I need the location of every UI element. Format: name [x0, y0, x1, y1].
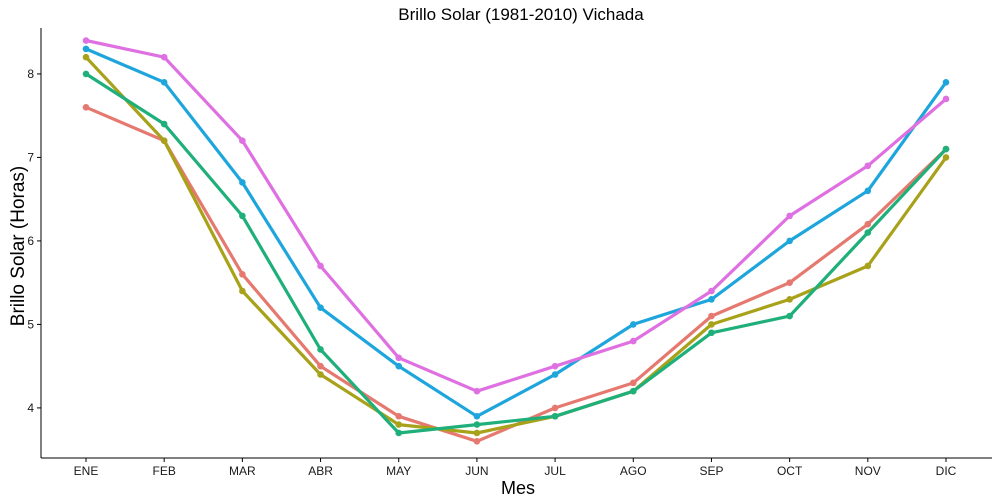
data-point: [942, 95, 950, 103]
data-point: [942, 154, 950, 161]
series-5: [82, 37, 950, 395]
data-point: [395, 412, 403, 420]
data-point: [786, 237, 793, 245]
data-point: [317, 304, 324, 312]
data-point: [239, 212, 246, 220]
x-tick-label: ABR: [308, 464, 333, 478]
data-point: [786, 212, 793, 220]
data-point: [239, 287, 246, 295]
series-line: [84, 72, 948, 435]
data-point: [629, 321, 637, 328]
y-tick-label: 4: [27, 401, 34, 415]
data-point: [239, 179, 246, 186]
data-point: [239, 137, 246, 145]
series-layer: [82, 37, 950, 445]
data-point: [82, 37, 90, 44]
data-point: [82, 104, 90, 111]
data-point: [864, 220, 872, 228]
x-axis-title: Mes: [501, 478, 535, 498]
x-tick-label: FEB: [153, 464, 176, 478]
x-tick-label: OCT: [777, 464, 803, 478]
data-point: [786, 312, 793, 320]
data-point: [317, 371, 324, 378]
x-tick-label: DIC: [936, 464, 957, 478]
data-point: [473, 438, 481, 445]
data-point: [317, 362, 324, 370]
data-point: [864, 262, 872, 270]
data-point: [239, 271, 246, 278]
data-point: [864, 229, 872, 236]
data-point: [864, 187, 872, 195]
data-point: [551, 362, 559, 370]
series-line: [84, 105, 948, 443]
data-point: [82, 45, 90, 53]
y-axis-ticks: 4 5 6 7 8: [27, 67, 41, 415]
data-point: [708, 287, 715, 295]
data-point: [317, 262, 324, 270]
data-point: [473, 429, 481, 437]
data-point: [708, 321, 715, 328]
series-line: [84, 38, 948, 393]
x-tick-label: MAR: [229, 464, 256, 478]
series-1: [82, 104, 950, 445]
y-tick-label: 7: [27, 150, 34, 164]
data-point: [395, 362, 403, 370]
data-point: [82, 70, 90, 78]
series-line: [84, 47, 948, 418]
data-point: [82, 53, 90, 61]
series-line: [84, 55, 948, 435]
data-point: [551, 412, 559, 420]
data-point: [708, 329, 715, 337]
series-3: [82, 70, 950, 437]
data-point: [942, 78, 950, 86]
data-point: [317, 346, 324, 353]
data-point: [551, 371, 559, 378]
data-point: [786, 279, 793, 286]
data-point: [551, 404, 559, 412]
data-point: [629, 387, 637, 395]
series-2: [82, 53, 950, 437]
data-point: [786, 296, 793, 303]
data-point: [160, 120, 168, 128]
data-point: [864, 162, 872, 170]
data-point: [395, 429, 403, 437]
y-tick-label: 5: [27, 317, 34, 331]
y-axis-title-group: Brillo Solar (Horas): [8, 166, 29, 326]
x-axis-ticks: ENE FEB MAR ABR MAY JUN JUL AGO SEP OCT NOV DIC: [74, 458, 957, 478]
data-point: [160, 78, 168, 86]
y-axis-title: Brillo Solar (Horas): [8, 166, 29, 326]
x-tick-label: MAY: [386, 464, 411, 478]
x-tick-label: JUN: [465, 464, 488, 478]
x-tick-label: ENE: [74, 464, 99, 478]
data-point: [395, 354, 403, 362]
data-point: [708, 296, 715, 303]
data-point: [160, 53, 168, 61]
x-tick-label: AGO: [620, 464, 647, 478]
data-point: [473, 387, 481, 395]
chart-title: Brillo Solar (1981-2010) Vichada: [398, 5, 644, 24]
x-tick-label: JUL: [544, 464, 566, 478]
data-point: [629, 337, 637, 345]
data-point: [629, 379, 637, 387]
y-tick-label: 8: [27, 67, 34, 81]
data-point: [473, 412, 481, 420]
data-point: [395, 421, 403, 428]
data-point: [473, 421, 481, 428]
data-point: [942, 145, 950, 153]
y-tick-label: 6: [27, 234, 34, 248]
x-tick-label: SEP: [699, 464, 723, 478]
x-tick-label: NOV: [855, 464, 881, 478]
data-point: [160, 137, 168, 145]
data-point: [708, 312, 715, 320]
series-4: [82, 45, 950, 420]
